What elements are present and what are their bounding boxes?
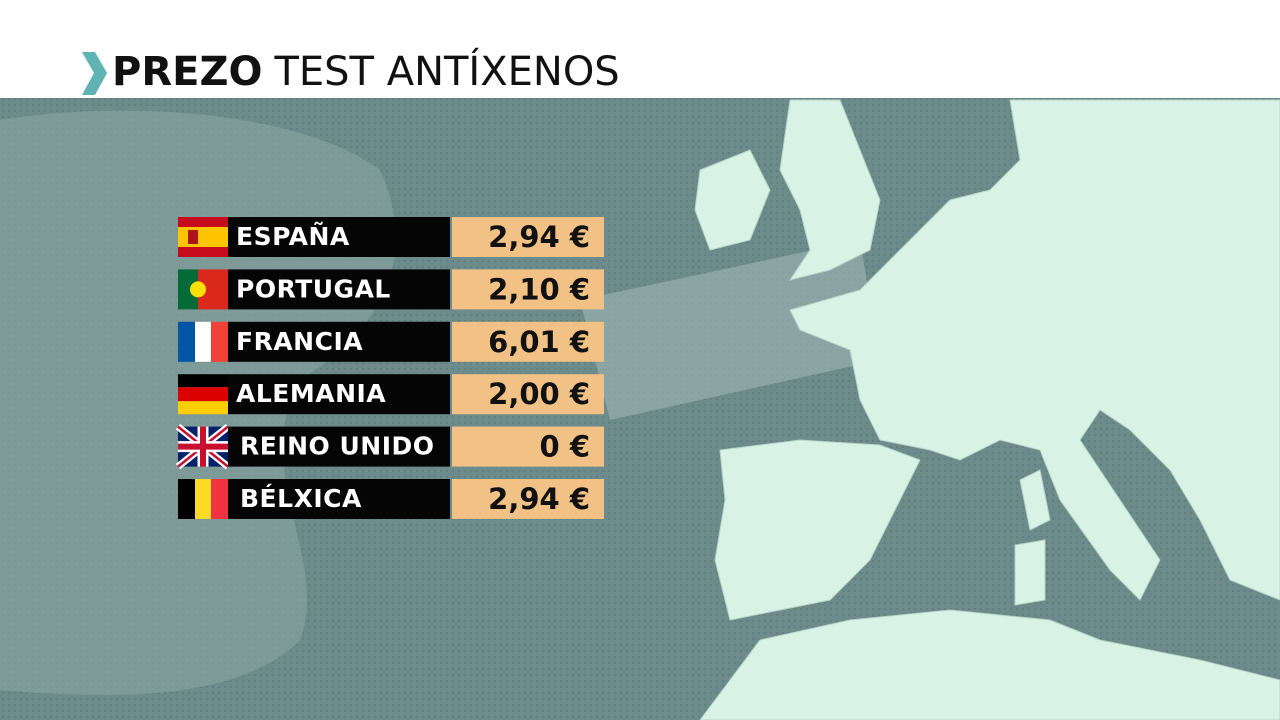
sardinia <box>1014 539 1046 606</box>
flag <box>178 269 228 310</box>
table-row: REINO UNIDO 0 € <box>175 423 604 470</box>
table-row: FRANCIA 6,01 € <box>178 321 604 362</box>
country-box <box>228 479 450 519</box>
country-name: PORTUGAL <box>236 274 391 303</box>
flag-emblem <box>190 281 206 298</box>
country-name: REINO UNIDO <box>240 432 435 461</box>
price-box <box>452 426 604 467</box>
flag-stripe <box>178 387 228 402</box>
flag <box>175 423 231 470</box>
price-box <box>452 479 604 519</box>
africa <box>699 609 1280 720</box>
table-row: ALEMANIA 2,00 € <box>178 374 604 415</box>
price: 2,94 € <box>488 220 590 254</box>
ireland <box>694 149 771 251</box>
table-row: ESPAÑA 2,94 € <box>178 217 604 257</box>
header-bg <box>0 0 1280 98</box>
title: PREZO TEST ANTÍXENOS <box>112 47 620 95</box>
corsica <box>1019 469 1051 531</box>
table-row: PORTUGAL 2,10 € <box>178 269 604 310</box>
flag-emblem <box>188 230 198 244</box>
title-rest: TEST ANTÍXENOS <box>273 47 619 95</box>
table-row: BÉLXICA 2,94 € <box>178 479 604 519</box>
country-name: ESPAÑA <box>236 222 350 251</box>
country-box <box>228 374 450 415</box>
title-bold: PREZO <box>112 49 262 95</box>
country-box <box>228 269 450 310</box>
flag-stripe <box>178 227 228 247</box>
country-box <box>228 321 450 362</box>
flag-stripe <box>178 321 195 362</box>
iberia <box>714 439 921 621</box>
country-box <box>228 217 450 257</box>
chevron <box>82 52 107 95</box>
flag-stripe <box>195 479 211 519</box>
price: 6,01 € <box>488 325 590 359</box>
flag <box>178 217 228 257</box>
price: 2,00 € <box>488 377 590 411</box>
price-box <box>452 374 604 415</box>
price-box <box>452 321 604 362</box>
flag-stripe <box>195 321 211 362</box>
price-table: ESPAÑA 2,94 € PORTUGAL 2,10 € FRANCIA 6,01 € A… <box>175 217 604 519</box>
continent <box>789 99 1280 601</box>
flag-stripe <box>178 479 195 519</box>
flag <box>178 321 228 362</box>
flag-stripe <box>178 269 198 310</box>
flag-stripe <box>211 479 228 519</box>
flag-stripe <box>178 374 228 388</box>
great-britain <box>779 99 881 281</box>
country-name: BÉLXICA <box>240 484 362 513</box>
country-name: FRANCIA <box>236 327 363 356</box>
flag-stripe <box>211 321 228 362</box>
price: 2,10 € <box>488 272 590 306</box>
map <box>694 99 1280 720</box>
price: 0 € <box>540 430 590 464</box>
price-box <box>452 217 604 257</box>
country-name: ALEMANIA <box>236 379 386 408</box>
flag-cross <box>178 426 228 467</box>
flag <box>178 374 228 415</box>
flag-stripe <box>178 401 228 415</box>
price-box <box>452 269 604 310</box>
price: 2,94 € <box>488 482 590 516</box>
country-box <box>228 426 450 467</box>
flag <box>178 479 228 519</box>
